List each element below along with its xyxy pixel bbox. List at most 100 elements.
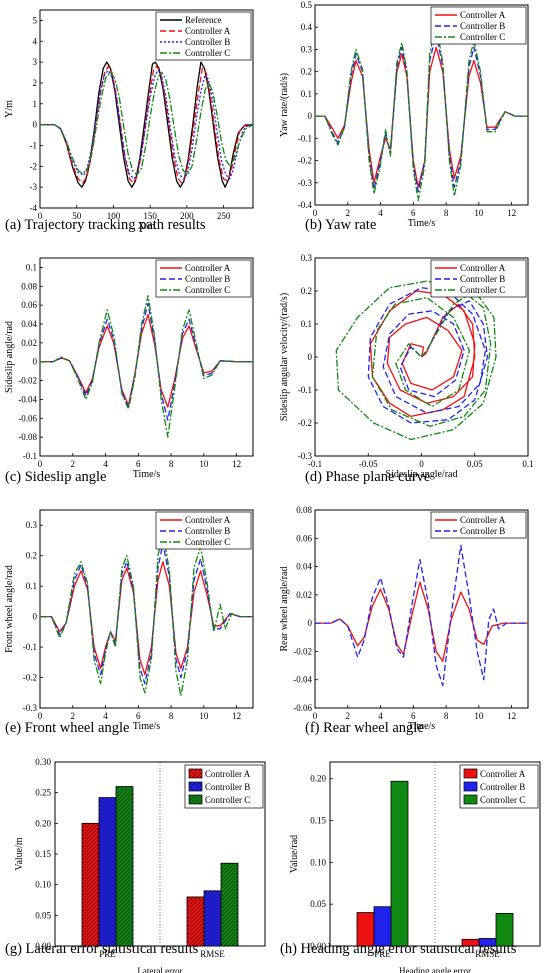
y-tick-label: -0.3 xyxy=(298,178,313,188)
series-line-controller-a xyxy=(40,561,253,676)
y-tick-label: -0.02 xyxy=(293,646,312,656)
x-axis-label: Time/s xyxy=(408,721,436,732)
series-line-controller-c xyxy=(40,530,253,697)
y-tick-label: -0.06 xyxy=(18,413,37,423)
x-tick-label: 0 xyxy=(38,711,43,721)
x-tick-label: 6 xyxy=(136,459,141,469)
bar xyxy=(186,896,205,947)
bar xyxy=(373,906,392,947)
x-tick-label: -0.05 xyxy=(359,459,378,469)
bar xyxy=(220,862,239,947)
x-axis-label: Time/s xyxy=(133,469,161,480)
y-tick-label: 5 xyxy=(33,15,38,25)
x-tick-label: 0.05 xyxy=(467,459,483,469)
x-tick-label: 0 xyxy=(313,711,318,721)
legend-label: Controller A xyxy=(460,263,506,273)
x-tick-label: 4 xyxy=(103,459,108,469)
bar xyxy=(98,797,117,947)
y-tick-label: 0.3 xyxy=(301,253,313,263)
legend-label: Controller B xyxy=(185,37,230,47)
category-label: PRE xyxy=(99,949,116,959)
x-axis-label: X/m xyxy=(138,221,156,232)
series-line-controller-b xyxy=(315,544,528,687)
y-tick-label: 0.20 xyxy=(310,774,326,784)
y-tick-label: 0.1 xyxy=(301,319,312,329)
x-tick-label: 0 xyxy=(38,211,43,221)
legend-box xyxy=(430,511,527,539)
y-tick-label: 0.05 xyxy=(310,899,326,909)
x-tick-label: 12 xyxy=(232,711,241,721)
y-tick-label: 0.06 xyxy=(21,300,37,310)
series-line-controller-a xyxy=(369,290,476,418)
x-tick-label: 8 xyxy=(169,711,174,721)
y-tick-label: 0.1 xyxy=(26,262,37,272)
y-tick-label: 2 xyxy=(33,78,38,88)
chart-caption: (d) Phase plane curve xyxy=(305,469,430,485)
y-axis-label: Value/m xyxy=(14,837,25,871)
chart-caption: (e) Front wheel angle xyxy=(5,720,129,736)
x-tick-label: 100 xyxy=(107,211,121,221)
x-tick-label: 4 xyxy=(378,208,383,218)
x-tick-label: 4 xyxy=(378,711,383,721)
chart-caption: (f) Rear wheel angle xyxy=(305,720,424,736)
chart-d: (d) Phase plane curve-0.1 -0.05 0 0.05 0.1-0… xyxy=(279,253,534,485)
y-tick-label: 0 xyxy=(308,352,313,362)
legend-swatch xyxy=(463,768,478,779)
legend-label: Controller B xyxy=(460,526,505,536)
bar xyxy=(356,912,375,947)
y-tick-label: 0.3 xyxy=(26,520,38,530)
y-axis-label: Front wheel angle/rad xyxy=(4,565,15,653)
x-tick-label: 0 xyxy=(313,208,318,218)
x-tick-label: 8 xyxy=(169,459,174,469)
y-tick-label: 0.02 xyxy=(296,590,312,600)
series-line-controller-a xyxy=(315,581,528,662)
y-tick-label: 0.15 xyxy=(310,816,326,826)
legend-label: Controller A xyxy=(205,769,251,779)
legend-label: Controller C xyxy=(205,795,250,805)
legend-label: Controller C xyxy=(185,285,230,295)
x-tick-label: 12 xyxy=(232,459,241,469)
legend-label: Controller A xyxy=(460,10,506,20)
y-tick-label: -0.3 xyxy=(298,451,313,461)
y-tick-label: 0.00 xyxy=(310,941,326,951)
x-tick-label: -0.1 xyxy=(308,459,322,469)
y-tick-label: 0.04 xyxy=(21,319,37,329)
x-tick-label: 10 xyxy=(474,711,484,721)
y-tick-label: 0 xyxy=(33,120,38,130)
x-tick-label: 12 xyxy=(507,711,516,721)
y-tick-label: 0.00 xyxy=(35,941,51,951)
y-tick-label: -0.08 xyxy=(18,432,37,442)
y-tick-label: -0.3 xyxy=(23,703,38,713)
legend-label: Controller C xyxy=(480,795,525,805)
x-tick-label: 2 xyxy=(346,208,351,218)
y-tick-label: 3 xyxy=(33,57,38,67)
x-tick-label: 10 xyxy=(199,711,209,721)
y-tick-label: -0.04 xyxy=(18,394,37,404)
legend-label: Controller B xyxy=(185,274,230,284)
y-tick-label: 1 xyxy=(33,99,38,109)
x-tick-label: 8 xyxy=(444,208,449,218)
legend-label: Reference xyxy=(185,15,221,25)
series-line-controller-b xyxy=(40,69,253,180)
x-tick-label: 2 xyxy=(71,711,76,721)
legend-label: Controller C xyxy=(460,285,505,295)
legend-label: Controller C xyxy=(185,48,230,58)
x-tick-label: 2 xyxy=(346,711,351,721)
y-axis-label: Yaw rate/(rad/s) xyxy=(279,73,290,137)
legend-label: Controller B xyxy=(460,21,505,31)
chart-caption: (a) Trajectory tracking path results xyxy=(5,217,206,233)
y-tick-label: -4 xyxy=(30,203,38,213)
category-label: RMSE xyxy=(200,949,225,959)
category-label: PRE xyxy=(374,949,391,959)
legend-label: Controller A xyxy=(185,26,231,36)
y-tick-label: -0.2 xyxy=(23,673,37,683)
y-tick-label: -0.2 xyxy=(298,418,312,428)
legend-label: Controller B xyxy=(460,274,505,284)
y-tick-label: 0.20 xyxy=(35,818,51,828)
y-tick-label: -0.1 xyxy=(298,385,312,395)
x-tick-label: 10 xyxy=(474,208,484,218)
y-tick-label: -0.04 xyxy=(293,675,312,685)
chart-g: (g) Lateral error statistical results0.0… xyxy=(5,757,266,973)
